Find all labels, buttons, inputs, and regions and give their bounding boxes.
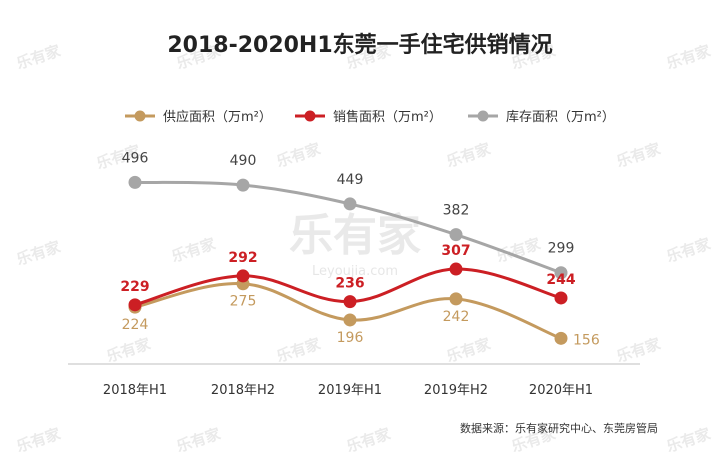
data-point bbox=[236, 269, 250, 283]
data-point bbox=[554, 266, 568, 280]
data-label: 490 bbox=[230, 153, 257, 169]
data-label: 156 bbox=[573, 332, 600, 348]
watermark-mark: 乐有家 bbox=[664, 235, 712, 266]
data-point bbox=[343, 295, 357, 309]
x-tick-label: 2018年H1 bbox=[103, 383, 167, 398]
data-label: 242 bbox=[443, 309, 470, 325]
source-note: 数据来源：乐有家研究中心、东莞房管局 bbox=[460, 421, 658, 435]
watermark-mark: 乐有家 bbox=[174, 425, 222, 452]
watermark-mark: 乐有家 bbox=[169, 235, 217, 266]
data-label: 196 bbox=[337, 330, 364, 346]
x-tick-label: 2019年H2 bbox=[424, 383, 488, 398]
data-point bbox=[554, 291, 568, 305]
data-label: 496 bbox=[122, 150, 149, 166]
watermark-mark: 乐有家 bbox=[14, 425, 62, 452]
data-point bbox=[449, 262, 463, 276]
x-tick-label: 2018年H2 bbox=[211, 383, 275, 398]
legend-label: 供应面积（万m²） bbox=[163, 109, 272, 125]
data-label: 307 bbox=[441, 243, 470, 259]
watermark-mark: 乐有家 bbox=[14, 42, 62, 73]
legend-swatch-marker bbox=[134, 110, 146, 122]
data-label: 244 bbox=[546, 272, 575, 288]
watermark-mark: 乐有家 bbox=[614, 140, 662, 171]
watermark-mark: 乐有家 bbox=[274, 140, 322, 171]
data-label: 382 bbox=[443, 203, 470, 219]
x-tick-label: 2020年H1 bbox=[529, 383, 593, 398]
series-points bbox=[128, 175, 568, 345]
watermark-mark: 乐有家 bbox=[444, 140, 492, 171]
data-label: 292 bbox=[228, 250, 257, 266]
data-label: 449 bbox=[337, 172, 364, 188]
data-label: 229 bbox=[120, 279, 149, 295]
watermark-mark: 乐有家 bbox=[104, 335, 152, 366]
data-point bbox=[343, 197, 357, 211]
data-point bbox=[343, 313, 357, 327]
data-label: 275 bbox=[230, 294, 257, 310]
data-point bbox=[128, 298, 142, 312]
chart-title: 2018-2020H1东莞一手住宅供销情况 bbox=[167, 32, 552, 58]
data-point bbox=[236, 178, 250, 192]
legend-swatch-marker bbox=[304, 110, 316, 122]
data-point bbox=[449, 228, 463, 242]
watermark-mark: 乐有家 bbox=[664, 42, 712, 73]
data-point bbox=[449, 292, 463, 306]
watermark-mark: 乐有家 bbox=[14, 238, 62, 269]
data-label: 224 bbox=[122, 317, 149, 333]
data-label: 299 bbox=[548, 241, 575, 257]
watermark-mark: 乐有家 bbox=[614, 335, 662, 366]
watermark-mark: 乐有家 bbox=[444, 335, 492, 366]
data-label: 236 bbox=[335, 276, 364, 292]
data-point bbox=[554, 331, 568, 345]
legend: 供应面积（万m²） 销售面积（万m²） 库存面积（万m²） bbox=[125, 109, 615, 125]
watermark-mark: 乐有家 bbox=[664, 425, 712, 452]
x-tick-label: 2019年H1 bbox=[318, 383, 382, 398]
watermark-url: Leyoujia.com bbox=[312, 264, 398, 279]
watermark-mark: 乐有家 bbox=[344, 425, 392, 452]
legend-label: 销售面积（万m²） bbox=[333, 109, 442, 125]
legend-swatch-marker bbox=[477, 110, 489, 122]
x-axis-ticks: 2018年H1 2018年H2 2019年H1 2019年H2 2020年H1 bbox=[103, 383, 593, 398]
watermark-mark: 乐有家 bbox=[274, 335, 322, 366]
legend-label: 库存面积（万m²） bbox=[506, 109, 615, 125]
data-point bbox=[128, 175, 142, 189]
data-labels: 224 275 196 242 156 229 292 236 307 244 496 490 449 3… bbox=[120, 150, 599, 348]
